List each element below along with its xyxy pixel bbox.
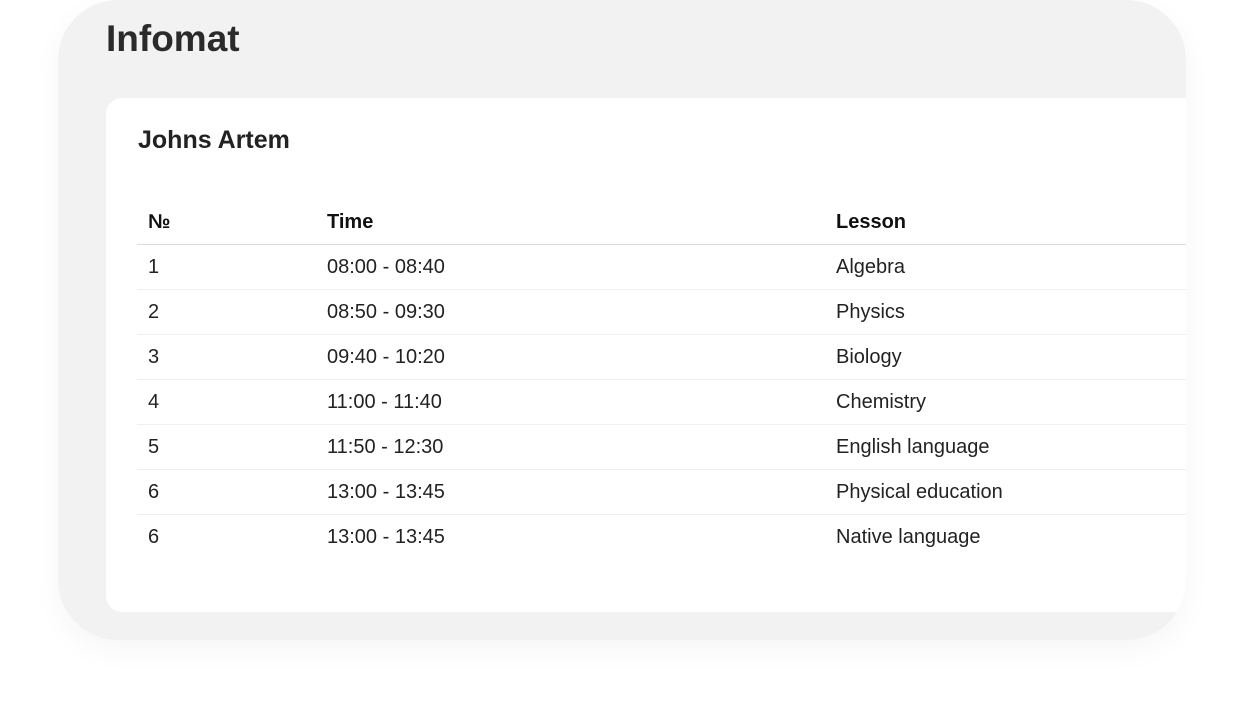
schedule-card: Johns Artem № Time Lesson 1 08:00 - 08:40… bbox=[106, 98, 1186, 612]
cell-time: 11:50 - 12:30 bbox=[316, 424, 825, 470]
table-row: 5 11:50 - 12:30 English language bbox=[137, 424, 1186, 470]
cell-time: 13:00 - 13:45 bbox=[327, 525, 445, 548]
cell-number: 3 bbox=[137, 334, 316, 380]
cell-number: 6 bbox=[148, 525, 160, 548]
cell-time: 13:00 - 13:45 bbox=[316, 469, 825, 515]
column-header-number: № bbox=[137, 200, 316, 245]
cell-number: 5 bbox=[137, 424, 316, 470]
table-row: 3 09:40 - 10:20 Biology bbox=[137, 334, 1186, 380]
cell-time: 08:00 - 08:40 bbox=[316, 244, 825, 290]
cell-lesson: Chemistry bbox=[825, 379, 1186, 425]
student-name: Johns Artem bbox=[138, 126, 290, 154]
table-row: 4 11:00 - 11:40 Chemistry bbox=[137, 379, 1186, 425]
cell-time: 08:50 - 09:30 bbox=[316, 289, 825, 335]
infomat-panel: Infomat Johns Artem № Time Lesson 1 08:00… bbox=[58, 0, 1186, 640]
table-header-row: № Time Lesson bbox=[137, 200, 1186, 245]
app-title: Infomat bbox=[106, 18, 240, 59]
table-row: 6 13:00 - 13:45 Physical education bbox=[137, 469, 1186, 515]
table-row: 1 08:00 - 08:40 Algebra bbox=[137, 244, 1186, 290]
cell-lesson: Biology bbox=[825, 334, 1186, 380]
cell-number: 6 bbox=[137, 469, 316, 515]
schedule-table: № Time Lesson 1 08:00 - 08:40 Algebra 2 08:5… bbox=[137, 200, 1186, 559]
cell-lesson: Algebra bbox=[825, 244, 1186, 290]
table-row: 2 08:50 - 09:30 Physics bbox=[137, 289, 1186, 335]
cell-lesson: English language bbox=[825, 424, 1186, 470]
column-header-time: Time bbox=[316, 200, 825, 245]
table-row: 6 13:00 - 13:45 Native language bbox=[137, 515, 1186, 560]
column-header-lesson: Lesson bbox=[825, 200, 1186, 245]
cell-number: 2 bbox=[137, 289, 316, 335]
cell-lesson: Native language bbox=[836, 525, 981, 548]
cell-lesson: Physical education bbox=[825, 469, 1186, 515]
cell-number: 4 bbox=[137, 379, 316, 425]
cell-number: 1 bbox=[137, 244, 316, 290]
cell-lesson: Physics bbox=[825, 289, 1186, 335]
cell-time: 11:00 - 11:40 bbox=[316, 379, 825, 425]
cell-time: 09:40 - 10:20 bbox=[316, 334, 825, 380]
